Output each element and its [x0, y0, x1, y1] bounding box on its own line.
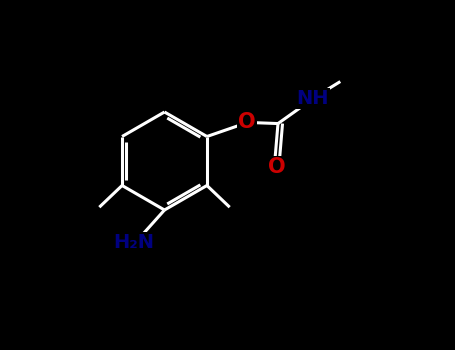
Text: H₂N: H₂N [113, 233, 154, 252]
Text: O: O [238, 112, 256, 133]
Text: O: O [268, 156, 286, 177]
Text: NH: NH [297, 89, 329, 108]
